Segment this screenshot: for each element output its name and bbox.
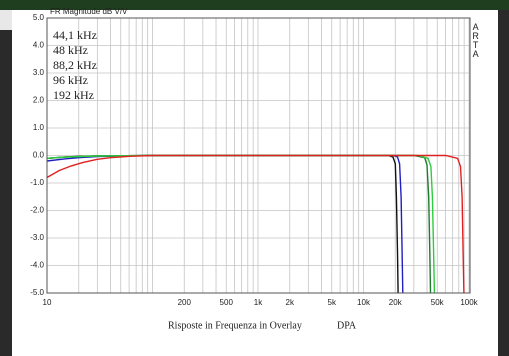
legend-label: 96 kHz: [53, 73, 88, 87]
x-tick-label: 10: [43, 298, 52, 307]
y-tick-label: 5.0: [33, 13, 45, 22]
y-tick-label: 2.0: [33, 96, 45, 105]
x-tick-label: 500: [220, 298, 234, 307]
y-tick-label: 3.0: [33, 68, 45, 77]
legend-label: 192 kHz: [53, 88, 94, 102]
chart-title: FR Magnitude dB V/V: [50, 7, 128, 16]
x-tick-label: 50k: [431, 298, 445, 307]
y-tick-label: -5.0: [30, 288, 44, 297]
legend-label: 44,1 kHz: [53, 28, 97, 42]
y-tick-label: 4.0: [33, 41, 45, 50]
x-tick-label: 5k: [328, 298, 337, 307]
y-tick-label: 0.0: [33, 151, 45, 160]
y-tick-label: 1.0: [33, 123, 45, 132]
top-bar: [0, 0, 509, 10]
y-tick-label: -2.0: [30, 206, 44, 215]
legend-label: 88,2 kHz: [53, 58, 97, 72]
lines: [46, 154, 465, 294]
series-line: [46, 154, 465, 294]
x-tick-label: 1k: [254, 298, 263, 307]
left-strip: [0, 30, 12, 356]
legend-label: 48 kHz: [53, 43, 88, 57]
caption: Risposte in Frequenza in Overlay: [168, 320, 302, 331]
brand: ARTA: [471, 22, 481, 58]
x-tick-label: 10k: [357, 298, 371, 307]
caption-tag: DPA: [337, 320, 357, 331]
y-tick-label: -3.0: [30, 233, 44, 242]
x-tick-label: 20k: [389, 298, 403, 307]
y-tick-label: -1.0: [30, 178, 44, 187]
x-tick-label: 2k: [286, 298, 295, 307]
right-strip: [498, 10, 509, 356]
y-tick-label: -4.0: [30, 261, 44, 270]
x-tick-label: 200: [178, 298, 192, 307]
x-tick-label: 100k: [460, 298, 478, 307]
plot-frame: [46, 17, 471, 294]
